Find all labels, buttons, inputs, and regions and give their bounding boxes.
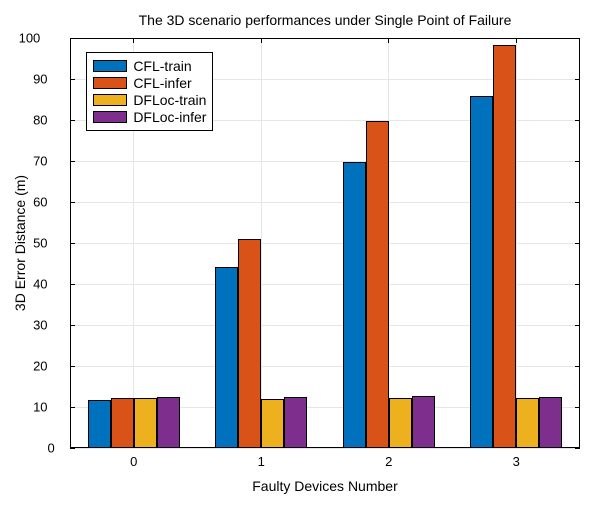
bar-dfloc_train bbox=[389, 398, 412, 448]
bar-dfloc_infer bbox=[284, 397, 307, 448]
bar-cfl_train bbox=[343, 162, 366, 448]
ytick bbox=[70, 325, 75, 326]
ytick bbox=[575, 243, 580, 244]
ytick bbox=[70, 243, 75, 244]
bar-cfl_train bbox=[215, 267, 238, 448]
legend: CFL-trainCFL-inferDFLoc-trainDFLoc-infer bbox=[86, 52, 213, 131]
ytick bbox=[70, 202, 75, 203]
bar-cfl_train bbox=[88, 400, 111, 448]
ytick bbox=[575, 161, 580, 162]
xtick-label: 2 bbox=[385, 454, 392, 469]
ytick bbox=[70, 407, 75, 408]
xtick-label: 0 bbox=[130, 454, 137, 469]
xtick bbox=[261, 38, 262, 43]
ytick bbox=[575, 366, 580, 367]
bar-cfl_infer bbox=[238, 239, 261, 448]
xtick bbox=[133, 443, 134, 448]
ytick bbox=[575, 202, 580, 203]
ytick bbox=[575, 284, 580, 285]
plot-area: CFL-trainCFL-inferDFLoc-trainDFLoc-infer bbox=[70, 38, 580, 448]
legend-item-cfl_train: CFL-train bbox=[93, 58, 206, 74]
ytick bbox=[575, 448, 580, 449]
ytick bbox=[575, 120, 580, 121]
bar-dfloc_infer bbox=[539, 397, 562, 448]
xtick bbox=[388, 38, 389, 43]
ytick bbox=[70, 448, 75, 449]
legend-swatch bbox=[93, 77, 127, 89]
legend-item-cfl_infer: CFL-infer bbox=[93, 75, 206, 91]
ytick bbox=[70, 120, 75, 121]
legend-label: DFLoc-infer bbox=[133, 109, 206, 125]
ytick bbox=[70, 366, 75, 367]
ytick bbox=[70, 284, 75, 285]
legend-label: CFL-infer bbox=[133, 75, 191, 91]
xtick bbox=[516, 38, 517, 43]
bar-dfloc_infer bbox=[157, 397, 180, 448]
legend-item-dfloc_train: DFLoc-train bbox=[93, 92, 206, 108]
ytick bbox=[70, 38, 75, 39]
chart-title: The 3D scenario performances under Singl… bbox=[139, 12, 512, 28]
xtick bbox=[133, 38, 134, 43]
bar-cfl_infer bbox=[493, 45, 516, 448]
legend-label: DFLoc-train bbox=[133, 92, 206, 108]
xtick bbox=[261, 443, 262, 448]
ytick bbox=[575, 407, 580, 408]
bar-dfloc_infer bbox=[412, 396, 435, 448]
figure: The 3D scenario performances under Singl… bbox=[0, 0, 602, 506]
xtick bbox=[516, 443, 517, 448]
xtick-label: 3 bbox=[513, 454, 520, 469]
legend-swatch bbox=[93, 111, 127, 123]
bar-dfloc_train bbox=[261, 399, 284, 448]
legend-label: CFL-train bbox=[133, 58, 191, 74]
legend-item-dfloc_infer: DFLoc-infer bbox=[93, 109, 206, 125]
bar-cfl_infer bbox=[366, 121, 389, 448]
ytick bbox=[70, 79, 75, 80]
bar-dfloc_train bbox=[134, 398, 157, 448]
bar-cfl_infer bbox=[111, 398, 134, 448]
xtick-label: 1 bbox=[258, 454, 265, 469]
y-gridline bbox=[70, 38, 580, 39]
bar-cfl_train bbox=[470, 96, 493, 448]
xtick bbox=[388, 443, 389, 448]
bar-dfloc_train bbox=[516, 398, 539, 448]
ytick bbox=[575, 79, 580, 80]
ytick bbox=[575, 325, 580, 326]
legend-swatch bbox=[93, 94, 127, 106]
y-axis-title: 3D Error Distance (m) bbox=[12, 175, 28, 311]
legend-swatch bbox=[93, 60, 127, 72]
ytick bbox=[70, 161, 75, 162]
x-axis-title: Faulty Devices Number bbox=[252, 478, 398, 494]
ytick bbox=[575, 38, 580, 39]
